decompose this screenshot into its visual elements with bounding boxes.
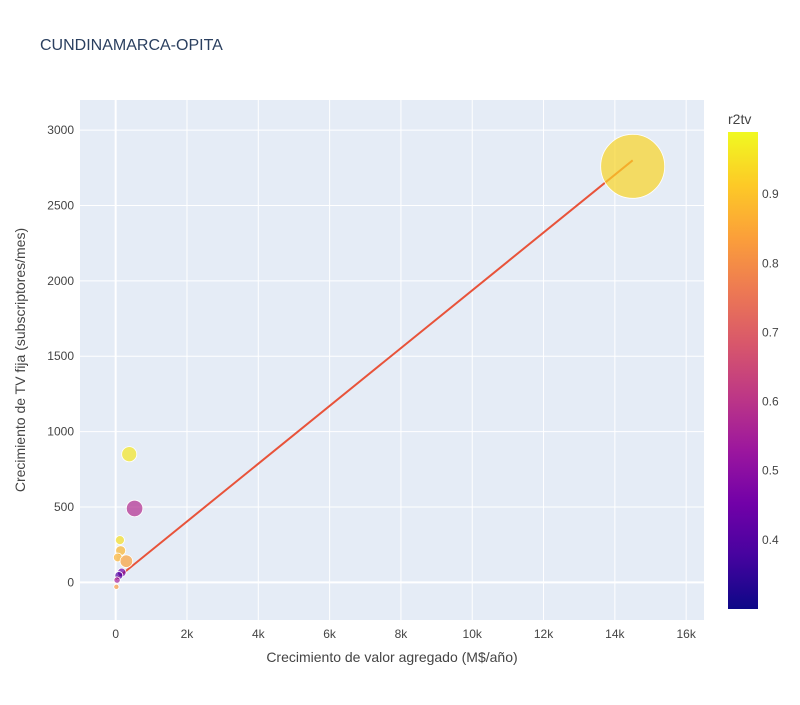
scatter-point [113,583,120,590]
colorbar-tick-label: 0.6 [762,395,779,409]
colorbar-scale [728,132,758,609]
data-points [112,133,666,590]
x-tick-label: 8k [395,627,409,641]
y-tick-label: 500 [54,500,74,514]
colorbar-tick-label: 0.4 [762,533,779,547]
x-tick-label: 2k [181,627,195,641]
y-axis-label: Crecimiento de TV fija (subscriptores/me… [12,228,28,492]
y-tick-label: 2000 [47,274,74,288]
colorbar-tick-label: 0.9 [762,187,779,201]
colorbar-tick-label: 0.5 [762,464,779,478]
y-tick-label: 2500 [47,199,74,213]
colorbar-ticks: 0.4 0.5 0.6 0.7 0.8 0.9 [762,187,779,547]
scatter-point [115,535,125,546]
y-tick-label: 1500 [47,349,74,363]
trendline [115,159,634,581]
trendline-layer [115,159,634,581]
y-tick-label: 0 [67,575,74,589]
x-tick-label: 0 [112,627,119,641]
colorbar-tick-label: 0.7 [762,325,779,339]
colorbar: r2tv 0.4 0.5 0.6 0.7 0.8 0.9 [728,111,779,609]
scatter-point [113,576,121,584]
colorbar-title: r2tv [728,111,751,127]
x-tick-label: 4k [252,627,266,641]
x-axis-label: Crecimiento de valor agregado (M$/año) [266,649,517,665]
scatter-point [125,499,144,518]
x-tick-label: 16k [676,627,696,641]
y-tick-labels: 0 500 1000 1500 2000 2500 3000 [47,123,74,589]
colorbar-tick-label: 0.8 [762,256,779,270]
chart-title: CUNDINAMARCA-OPITA [40,37,223,54]
y-tick-label: 1000 [47,425,74,439]
scatter-point [121,446,138,463]
y-tick-label: 3000 [47,123,74,137]
scatter-point [600,133,666,199]
x-tick-label: 12k [534,627,554,641]
x-tick-label: 10k [463,627,483,641]
x-tick-label: 14k [605,627,625,641]
x-tick-labels: 0 2k 4k 6k 8k 10k 12k 14k 16k [112,627,697,641]
scatter-point [119,554,134,568]
x-tick-label: 6k [323,627,337,641]
